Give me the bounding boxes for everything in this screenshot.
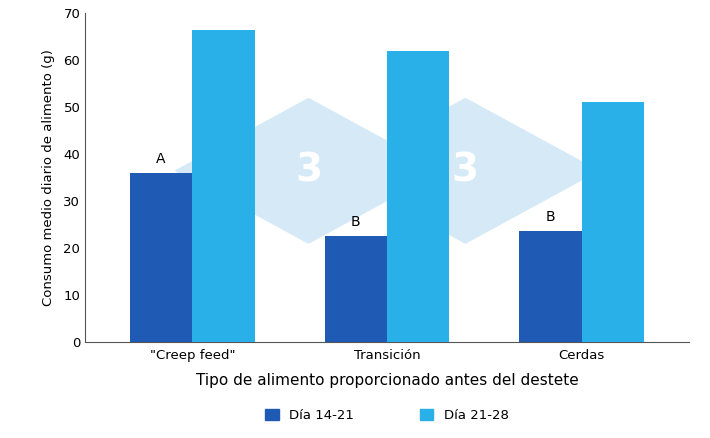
- Y-axis label: Consumo medio diario de alimento (g): Consumo medio diario de alimento (g): [42, 49, 55, 306]
- Text: 3: 3: [452, 152, 479, 190]
- Legend: Día 14-21, Día 21-28: Día 14-21, Día 21-28: [260, 403, 514, 427]
- Bar: [324, 236, 387, 342]
- Bar: [130, 173, 192, 342]
- Text: B: B: [351, 215, 361, 229]
- Text: B: B: [546, 210, 555, 224]
- Polygon shape: [332, 99, 598, 243]
- X-axis label: Tipo de alimento proporcionado antes del destete: Tipo de alimento proporcionado antes del…: [195, 373, 579, 388]
- Bar: [387, 51, 449, 342]
- Bar: [581, 102, 644, 342]
- Text: 3: 3: [295, 152, 322, 190]
- Bar: [192, 30, 255, 342]
- Text: A: A: [156, 152, 166, 166]
- Polygon shape: [175, 99, 441, 243]
- Bar: [519, 231, 581, 342]
